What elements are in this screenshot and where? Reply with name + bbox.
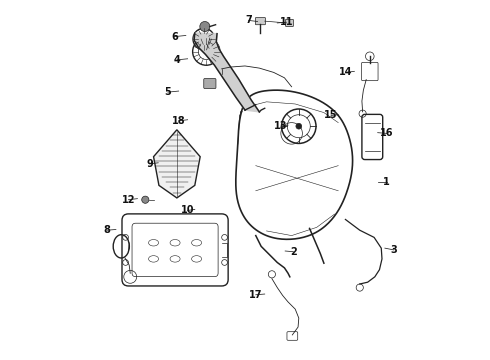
Polygon shape <box>194 33 259 112</box>
Circle shape <box>296 123 302 129</box>
Text: 1: 1 <box>383 177 390 187</box>
Text: 5: 5 <box>165 87 172 97</box>
Circle shape <box>142 196 149 203</box>
Text: 9: 9 <box>147 159 153 169</box>
FancyBboxPatch shape <box>255 18 266 25</box>
Text: 8: 8 <box>103 225 110 235</box>
Text: 3: 3 <box>391 245 397 255</box>
Text: 16: 16 <box>380 129 393 138</box>
Text: 17: 17 <box>249 290 263 300</box>
FancyBboxPatch shape <box>204 78 216 89</box>
Text: 15: 15 <box>324 111 338 121</box>
Text: 2: 2 <box>290 247 297 257</box>
Text: 12: 12 <box>122 195 135 205</box>
Text: 7: 7 <box>245 15 252 26</box>
FancyBboxPatch shape <box>286 19 294 27</box>
Text: 18: 18 <box>172 116 186 126</box>
Polygon shape <box>153 130 200 198</box>
Text: 11: 11 <box>279 17 293 27</box>
Text: 10: 10 <box>181 206 195 216</box>
Text: 6: 6 <box>172 32 178 41</box>
Text: 4: 4 <box>173 55 180 65</box>
Text: 14: 14 <box>339 67 352 77</box>
Circle shape <box>200 22 210 32</box>
Text: 13: 13 <box>274 121 288 131</box>
